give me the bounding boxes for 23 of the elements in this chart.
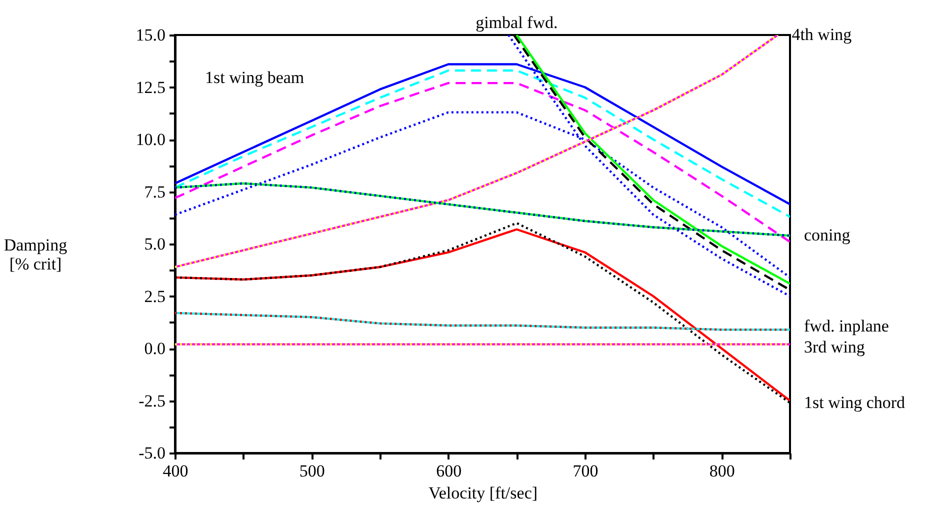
annotation: fwd. inplane: [804, 316, 889, 336]
x-tick-label: 700: [572, 462, 598, 480]
y-tick-label: 15.0: [136, 26, 166, 44]
y-tick-label: 12.5: [136, 78, 166, 97]
annotation: 1st wing chord: [804, 392, 906, 412]
x-tick-label: 600: [436, 462, 462, 480]
x-tick-label: 400: [162, 462, 188, 480]
y-tick-label: -5.0: [138, 444, 166, 462]
y-tick-label: -2.5: [138, 391, 166, 410]
y-tick-label: 5.0: [144, 234, 166, 254]
x-tick-label: 500: [299, 462, 325, 480]
annotation: 1st wing beam: [205, 68, 304, 87]
y-tick-label: 10.0: [136, 130, 166, 149]
y-tick-label: 2.5: [144, 286, 166, 306]
y-tick-label: 0.0: [144, 339, 166, 358]
annotation: 4th wing: [792, 25, 852, 44]
x-tick-label: 800: [709, 462, 735, 480]
annotation: gimbal fwd.: [476, 13, 558, 32]
y-tick-label: 7.5: [144, 182, 166, 202]
annotation: coning: [804, 226, 851, 245]
y-axis-title: Damping [% crit]: [4, 236, 68, 274]
x-axis-title: Velocity [ft/sec]: [428, 484, 538, 502]
annotation: 3rd wing: [804, 338, 866, 357]
